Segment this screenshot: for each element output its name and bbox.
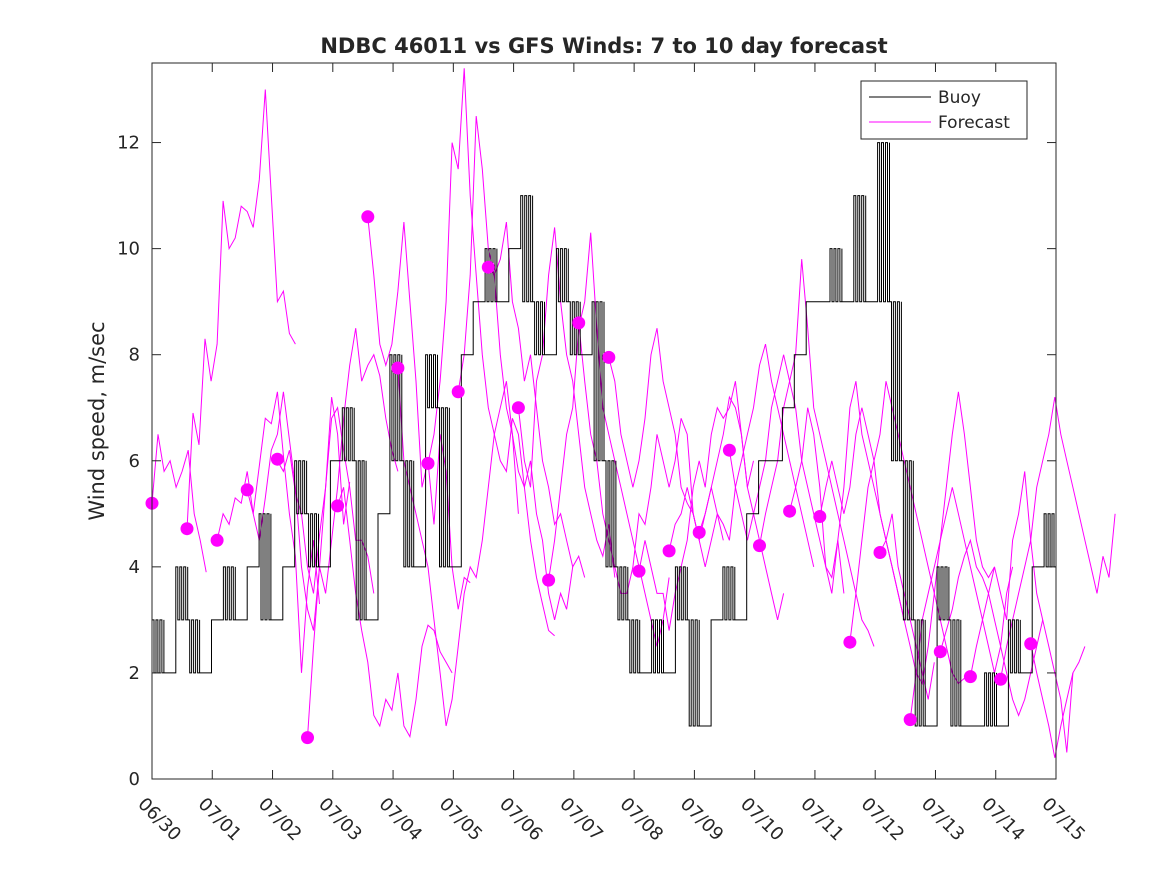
- legend: Buoy Forecast: [860, 80, 1028, 140]
- forecast-line-26: [939, 538, 1044, 717]
- forecast-marker-18: [692, 525, 706, 539]
- forecast-marker-16: [632, 564, 646, 578]
- y-tick-label-3: 6: [129, 451, 140, 472]
- buoy-line: [152, 142, 1057, 727]
- forecast-marker-27: [963, 670, 977, 684]
- forecast-line-10: [457, 115, 574, 621]
- forecast-line-13: [548, 232, 670, 647]
- forecast-line-29: [1030, 643, 1086, 758]
- forecast-marker-7: [361, 210, 375, 224]
- forecast-marker-20: [753, 539, 766, 553]
- forecast-marker-1: [180, 522, 194, 536]
- y-tick-label-1: 2: [129, 663, 140, 684]
- forecast-marker-6: [331, 499, 345, 513]
- forecast-line-8: [397, 367, 519, 727]
- forecast-line-14: [578, 322, 700, 594]
- forecast-line-16: [638, 381, 754, 631]
- forecast-marker-2: [210, 533, 224, 547]
- forecast-marker-25: [903, 713, 917, 727]
- forecast-marker-12: [511, 401, 525, 415]
- y-tick-label-6: 12: [117, 133, 140, 154]
- forecast-marker-3: [240, 483, 254, 497]
- forecast-line-0: [151, 434, 207, 573]
- forecast-line-2: [216, 391, 320, 673]
- forecast-line-9: [427, 68, 555, 637]
- forecast-marker-24: [873, 546, 887, 559]
- forecast-line-5: [307, 328, 399, 738]
- forecast-marker-4: [270, 452, 284, 466]
- forecast-marker-21: [783, 504, 797, 518]
- forecast-line-1: [186, 89, 296, 530]
- forecast-line-11: [487, 222, 586, 578]
- forecast-line-19: [728, 354, 845, 594]
- forecast-marker-15: [602, 350, 616, 364]
- legend-forecast-label: Forecast: [938, 113, 1010, 133]
- forecast-line-3: [246, 391, 351, 631]
- forecast-marker-22: [813, 510, 827, 523]
- plot-frame: [151, 62, 1057, 780]
- forecast-marker-10: [451, 385, 465, 399]
- forecast-marker-14: [572, 316, 586, 330]
- forecast-line-18: [698, 343, 815, 568]
- forecast-line-17: [668, 395, 785, 621]
- forecast-line-20: [759, 259, 875, 647]
- forecast-marker-19: [722, 443, 736, 457]
- forecast-marker-23: [843, 635, 857, 649]
- forecast-marker-8: [391, 361, 405, 375]
- forecast-marker-26: [933, 645, 947, 659]
- forecast-marker-11: [481, 260, 495, 274]
- plot-area: [145, 68, 1116, 758]
- forecast-line-25: [909, 487, 1014, 720]
- forecast-marker-17: [662, 544, 676, 558]
- forecast-marker-13: [542, 573, 556, 587]
- forecast-marker-28: [994, 672, 1008, 686]
- forecast-line-7: [367, 216, 471, 610]
- y-axis-label: Wind speed, m/sec: [85, 321, 109, 520]
- forecast-line-12: [517, 227, 616, 578]
- y-tick-label-0: 0: [129, 769, 140, 790]
- legend-buoy-label: Buoy: [938, 88, 981, 108]
- legend-box: [860, 80, 1028, 140]
- forecast-marker-29: [1024, 637, 1038, 651]
- y-tick-label-2: 4: [129, 557, 140, 578]
- forecast-line-28: [1000, 397, 1116, 680]
- forecast-marker-5: [301, 731, 314, 745]
- forecast-line-15: [608, 328, 724, 568]
- y-tick-label-5: 10: [117, 239, 140, 260]
- chart-title: NDBC 46011 vs GFS Winds: 7 to 10 day for…: [320, 34, 887, 58]
- y-tick-label-4: 8: [129, 345, 140, 366]
- forecast-marker-9: [421, 456, 435, 470]
